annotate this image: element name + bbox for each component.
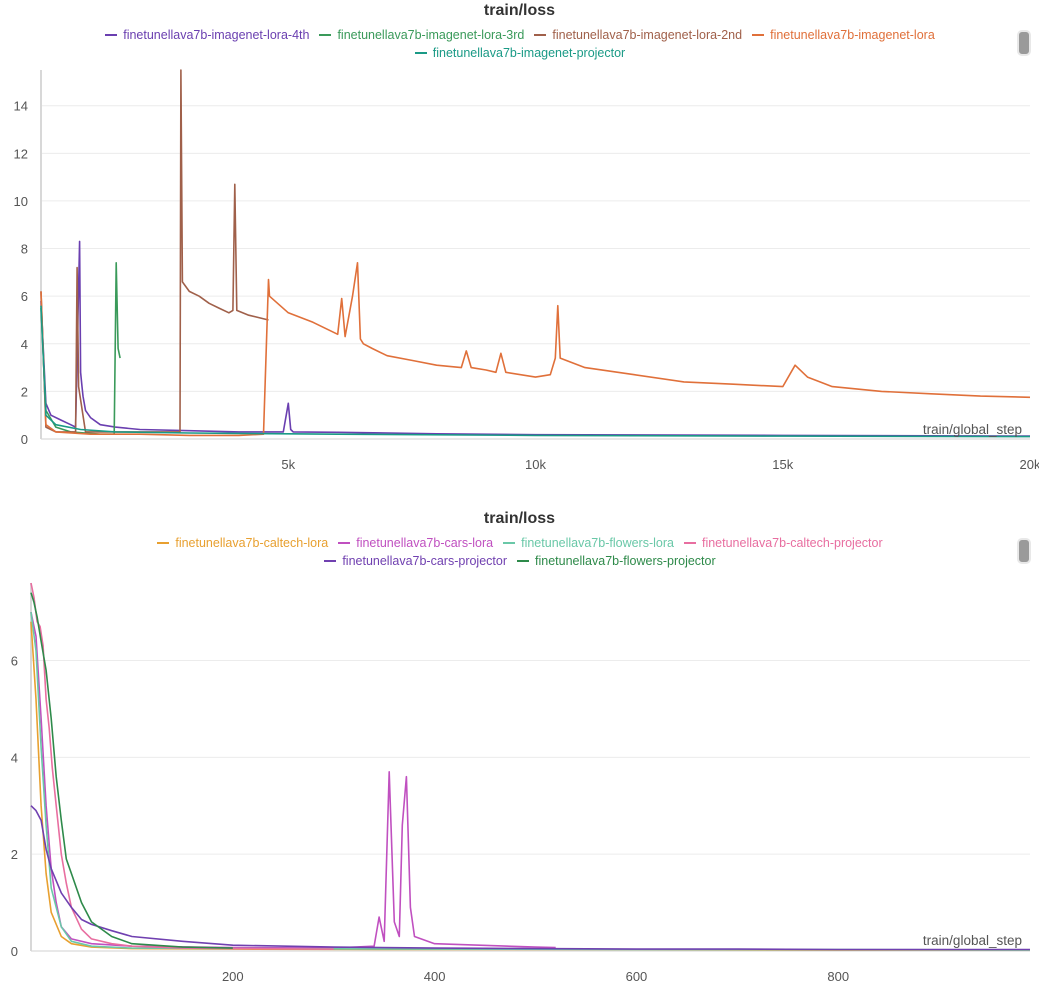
series-line[interactable] — [30, 592, 233, 949]
x-axis-title: train/global_step — [923, 422, 1022, 437]
legend-item[interactable]: finetunellava7b-imagenet-lora-4th — [105, 26, 309, 44]
legend-item[interactable]: finetunellava7b-flowers-projector — [517, 552, 716, 570]
x-axis-title: train/global_step — [923, 933, 1022, 948]
y-tick-label: 10 — [14, 194, 28, 209]
plot-area: 0 2 4 6 200 400 600 800 train/global_step — [11, 582, 1031, 984]
legend-item[interactable]: finetunellava7b-imagenet-projector — [414, 44, 626, 62]
legend-row: finetunellava7b-imagenet-lora-4th finetun… — [40, 26, 1000, 44]
legend-row: finetunellava7b-caltech-lora finetunellav… — [40, 534, 1000, 552]
y-tick-label: 4 — [11, 750, 18, 765]
legend-swatch — [338, 541, 351, 544]
x-tick-label: 400 — [424, 969, 446, 984]
chart-legend: finetunellava7b-imagenet-lora-4th finetun… — [40, 26, 1000, 62]
legend-label: finetunellava7b-cars-projector — [342, 554, 507, 568]
y-tick-label: 6 — [11, 653, 18, 668]
series-line[interactable] — [30, 611, 556, 949]
legend-swatch — [517, 559, 529, 562]
legend-label: finetunellava7b-imagenet-projector — [432, 46, 626, 60]
legend-label: finetunellava7b-imagenet-lora-2nd — [552, 28, 743, 42]
series-line[interactable] — [30, 582, 334, 950]
series-line[interactable] — [30, 621, 1030, 951]
legend-swatch — [503, 541, 516, 544]
x-tick-label: 20k — [1020, 457, 1039, 472]
plot-area: 0 2 4 6 8 10 12 14 5k 10k 15k 20k train/global_step — [14, 69, 1039, 472]
legend-row: finetunellava7b-cars-projector finetunell… — [40, 552, 1000, 570]
legend-label: finetunellava7b-imagenet-lora-4th — [123, 28, 310, 42]
y-tick-label: 14 — [14, 99, 28, 114]
x-tick-label: 10k — [525, 457, 546, 472]
series-line[interactable] — [40, 69, 269, 433]
x-tick-label: 200 — [222, 969, 244, 984]
x-tick-label: 15k — [772, 457, 793, 472]
legend-item[interactable]: finetunellava7b-caltech-projector — [683, 534, 883, 552]
legend-item[interactable]: finetunellava7b-imagenet-lora-2nd — [534, 26, 742, 44]
y-tick-label: 0 — [11, 944, 18, 959]
legend-item[interactable]: finetunellava7b-flowers-lora — [503, 534, 674, 552]
legend-label: finetunellava7b-flowers-lora — [521, 536, 674, 550]
x-tick-label: 600 — [626, 969, 648, 984]
loss-chart-imagenet: train/loss finetunellava7b-imagenet-lora… — [0, 0, 1039, 480]
x-tick-label: 800 — [827, 969, 849, 984]
legend-scrollbar[interactable] — [1017, 538, 1031, 564]
series-line[interactable] — [30, 611, 1031, 951]
legend-swatch — [324, 559, 337, 562]
legend-swatch — [157, 541, 170, 544]
chart-title: train/loss — [483, 510, 556, 527]
legend-item[interactable]: finetunellava7b-cars-lora — [338, 534, 493, 552]
y-tick-label: 2 — [11, 847, 18, 862]
legend-swatch — [105, 33, 118, 36]
legend-swatch — [683, 541, 696, 544]
legend-scrollbar[interactable] — [1017, 30, 1031, 56]
legend-swatch — [414, 51, 427, 54]
legend-swatch — [534, 33, 547, 36]
legend-label: finetunellava7b-flowers-projector — [535, 554, 716, 568]
y-tick-label: 2 — [21, 384, 28, 399]
y-tick-label: 0 — [21, 432, 28, 447]
legend-label: finetunellava7b-caltech-lora — [175, 536, 329, 550]
legend-label: finetunellava7b-cars-lora — [356, 536, 494, 550]
legend-label: finetunellava7b-caltech-projector — [701, 536, 883, 550]
chart-legend: finetunellava7b-caltech-lora finetunellav… — [40, 534, 1000, 570]
chart-title: train/loss — [483, 2, 556, 19]
series-line[interactable] — [40, 261, 1031, 437]
y-tick-label: 4 — [21, 337, 28, 352]
loss-chart-finetune-datasets: train/loss finetunellava7b-caltech-lora f… — [0, 508, 1039, 984]
y-tick-label: 12 — [14, 146, 28, 161]
legend-item[interactable]: finetunellava7b-imagenet-lora-3rd — [319, 26, 524, 44]
legend-label: finetunellava7b-imagenet-lora — [770, 28, 935, 42]
x-tick-label: 5k — [281, 457, 295, 472]
y-tick-label: 8 — [21, 242, 28, 257]
series-line[interactable] — [30, 805, 1030, 951]
y-tick-label: 6 — [21, 289, 28, 304]
series-line[interactable] — [40, 240, 1031, 437]
legend-swatch — [752, 33, 765, 36]
legend-item[interactable]: finetunellava7b-imagenet-lora — [752, 26, 935, 44]
series-line[interactable] — [40, 305, 1031, 438]
legend-swatch — [319, 33, 332, 36]
legend-item[interactable]: finetunellava7b-cars-projector — [324, 552, 507, 570]
legend-item[interactable]: finetunellava7b-caltech-lora — [157, 534, 328, 552]
legend-label: finetunellava7b-imagenet-lora-3rd — [337, 28, 525, 42]
legend-row: finetunellava7b-imagenet-projector — [40, 44, 1000, 62]
